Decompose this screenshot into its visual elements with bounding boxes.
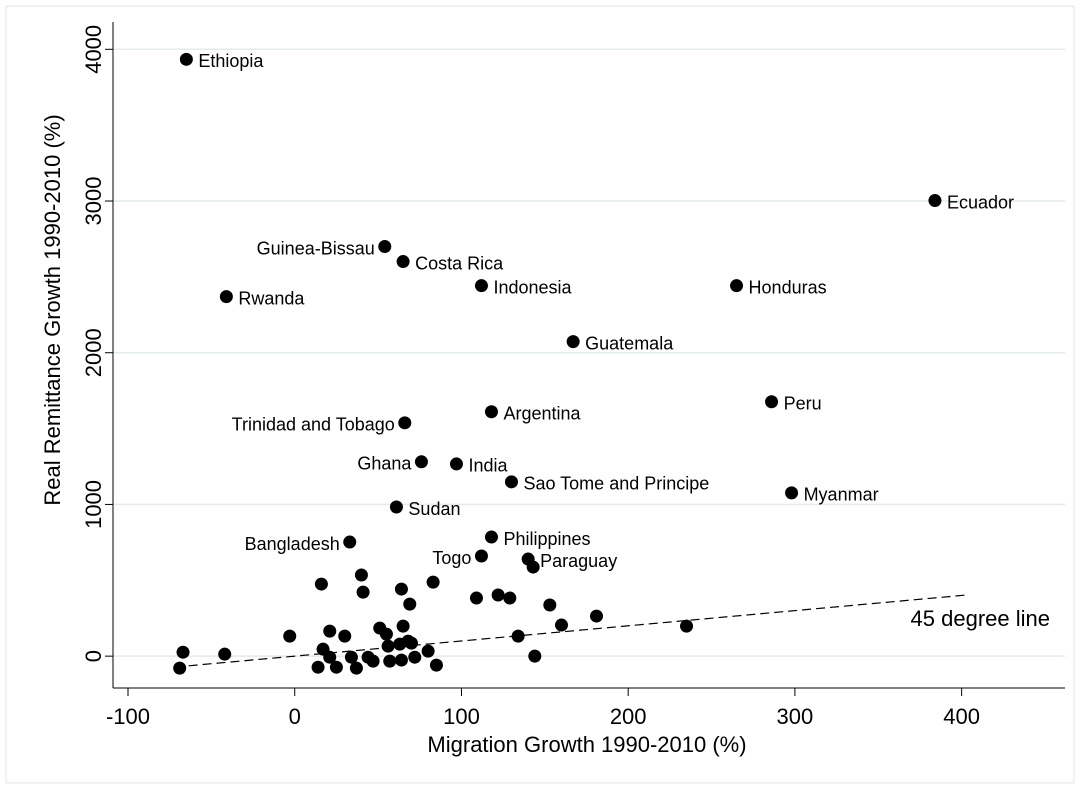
- reference-line-label: 45 degree line: [911, 606, 1050, 631]
- x-tick-label: 400: [943, 704, 980, 729]
- point-label: Peru: [784, 393, 822, 413]
- point: [504, 475, 518, 489]
- point: [765, 395, 779, 409]
- point: [429, 658, 443, 672]
- point: [323, 624, 337, 638]
- x-tick-label: 300: [777, 704, 814, 729]
- point: [526, 560, 540, 574]
- point: [218, 647, 232, 661]
- point-label: Guatemala: [585, 333, 674, 353]
- point: [928, 194, 942, 208]
- point-label: Argentina: [503, 403, 581, 423]
- y-axis-title: Real Remittance Growth 1990-2010 (%): [40, 114, 65, 505]
- point: [590, 609, 604, 623]
- point: [474, 549, 488, 563]
- point: [338, 629, 352, 643]
- y-tick-label: 1000: [81, 480, 106, 529]
- reference-line: [174, 594, 966, 668]
- point: [381, 639, 395, 653]
- point-label: Indonesia: [493, 277, 572, 297]
- point: [366, 654, 380, 668]
- point-label: Ethiopia: [198, 51, 264, 71]
- point: [469, 591, 483, 605]
- point: [219, 290, 233, 304]
- point: [383, 654, 397, 668]
- point: [311, 660, 325, 674]
- point: [396, 619, 410, 633]
- point-label: Myanmar: [804, 485, 879, 505]
- point: [176, 645, 190, 659]
- point: [398, 416, 412, 430]
- point-label: Sudan: [408, 499, 460, 519]
- point: [474, 279, 488, 293]
- x-axis-title: Migration Growth 1990-2010 (%): [427, 732, 746, 757]
- point-label: Sao Tome and Principe: [523, 474, 709, 494]
- point: [314, 577, 328, 591]
- point: [173, 661, 187, 675]
- point: [449, 457, 463, 471]
- point: [543, 598, 557, 612]
- point: [491, 588, 505, 602]
- point: [503, 591, 517, 605]
- point: [414, 455, 428, 469]
- point: [323, 650, 337, 664]
- point: [408, 650, 422, 664]
- point: [283, 629, 297, 643]
- point: [354, 568, 368, 582]
- point: [356, 585, 370, 599]
- point-label: Ghana: [357, 454, 412, 474]
- point-label: Paraguay: [540, 551, 617, 571]
- point: [378, 240, 392, 254]
- point: [349, 661, 363, 675]
- point: [484, 530, 498, 544]
- point: [528, 649, 542, 663]
- point: [396, 255, 410, 269]
- point-label: Ecuador: [947, 192, 1014, 212]
- point-label: Honduras: [749, 277, 827, 297]
- point: [730, 279, 744, 293]
- point: [566, 335, 580, 349]
- point-label: Togo: [432, 548, 471, 568]
- point-label: India: [468, 456, 508, 476]
- point-label: Guinea-Bissau: [257, 238, 375, 258]
- y-tick-label: 4000: [81, 25, 106, 74]
- point: [421, 644, 435, 658]
- point: [404, 636, 418, 650]
- point: [389, 500, 403, 514]
- point: [394, 653, 408, 667]
- point: [426, 575, 440, 589]
- point-label: Bangladesh: [245, 534, 340, 554]
- point: [343, 535, 357, 549]
- x-tick-label: -100: [106, 704, 150, 729]
- point: [179, 52, 193, 66]
- point: [511, 629, 525, 643]
- point-label: Philippines: [503, 529, 590, 549]
- point: [394, 582, 408, 596]
- point: [403, 597, 417, 611]
- y-tick-label: 2000: [81, 328, 106, 377]
- point: [680, 619, 694, 633]
- point-label: Trinidad and Tobago: [232, 415, 395, 435]
- y-tick-label: 3000: [81, 177, 106, 226]
- frame: [5, 5, 1075, 784]
- point-label: Rwanda: [238, 288, 305, 308]
- point: [329, 660, 343, 674]
- x-tick-label: 200: [610, 704, 647, 729]
- point: [554, 618, 568, 632]
- y-tick-label: 0: [81, 650, 106, 662]
- point: [484, 405, 498, 419]
- x-tick-label: 0: [289, 704, 301, 729]
- point-label: Costa Rica: [415, 253, 504, 273]
- point: [379, 627, 393, 641]
- point: [344, 650, 358, 664]
- point: [785, 486, 799, 500]
- x-tick-label: 100: [443, 704, 480, 729]
